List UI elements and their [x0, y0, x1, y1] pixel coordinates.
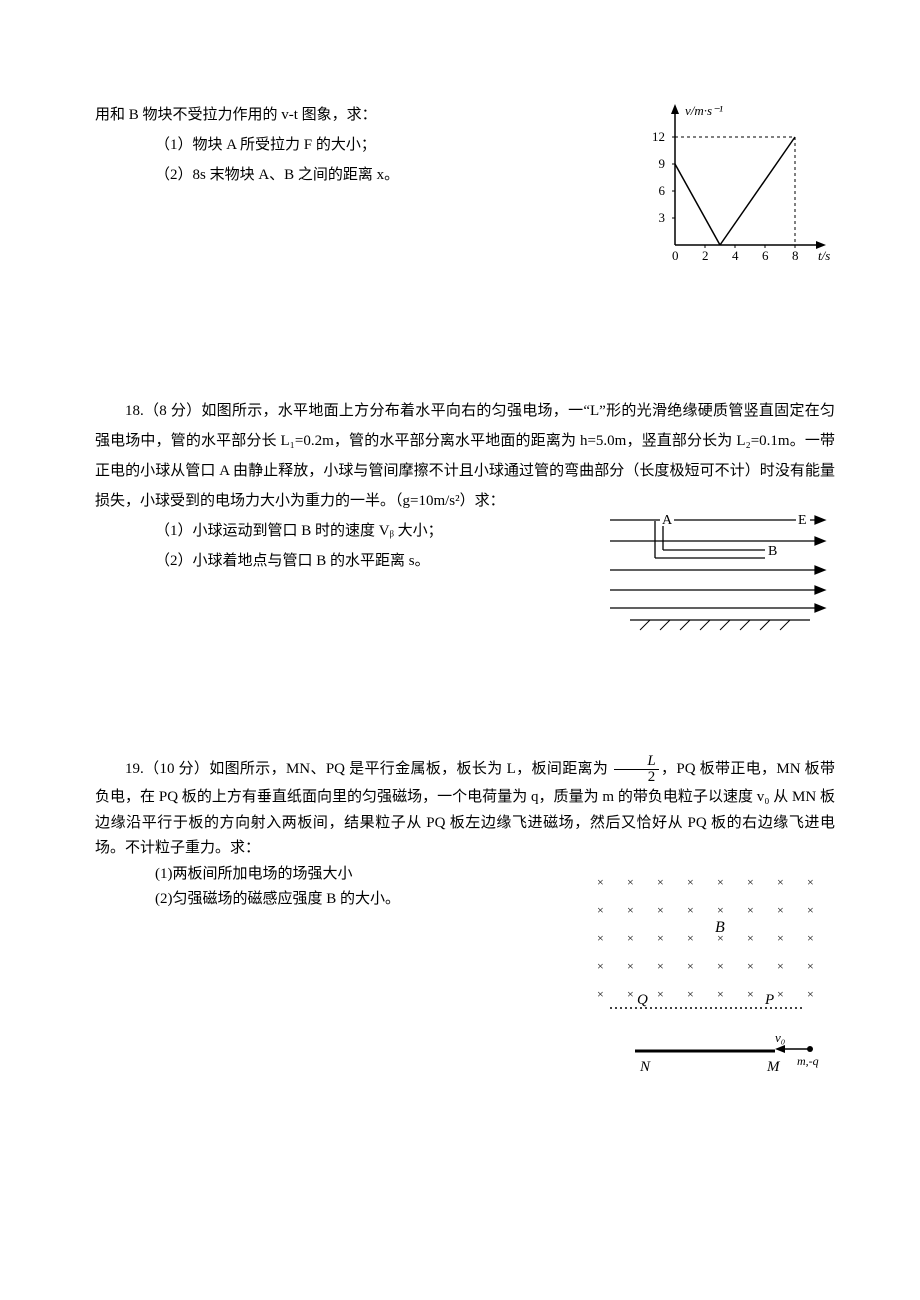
- svg-text:×: ×: [687, 875, 694, 889]
- q18-para: 18.（8 分）如图所示，水平地面上方分布着水平向右的匀强电场，一“L”形的光滑…: [95, 396, 835, 516]
- q19-para: 19.（10 分）如图所示，MN、PQ 是平行金属板，板长为 L，板间距离为 L…: [95, 754, 835, 862]
- svg-text:×: ×: [807, 987, 814, 1001]
- q19-figure: × × × × × × × × × × × × × × × × × × × × × × × × × × × × × × × × × × × ×…: [575, 866, 835, 1097]
- label-mq: m,-q: [797, 1054, 819, 1068]
- svg-text:×: ×: [657, 931, 664, 945]
- svg-text:×: ×: [717, 987, 724, 1001]
- xtick-6: 6: [762, 248, 769, 263]
- q19-para-before: 19.（10 分）如图所示，MN、PQ 是平行金属板，板长为 L，板间距离为: [125, 761, 608, 777]
- q18-figure: A B E: [600, 508, 835, 644]
- svg-text:×: ×: [597, 987, 604, 1001]
- svg-text:×: ×: [807, 903, 814, 917]
- frac-den: 2: [614, 770, 658, 785]
- svg-text:×: ×: [657, 987, 664, 1001]
- label-N: N: [639, 1059, 651, 1075]
- x-axis-label: t/s: [818, 248, 830, 263]
- question-17: 3 6 9 12 0 2 4 6 8 v/m·s⁻¹ t/s 用和: [95, 100, 835, 286]
- svg-text:×: ×: [747, 875, 754, 889]
- label-B: B: [715, 919, 725, 936]
- svg-text:×: ×: [657, 959, 664, 973]
- ytick-12: 12: [652, 129, 665, 144]
- frac-num: L: [614, 754, 658, 770]
- fraction-L-over-2: L 2: [614, 754, 658, 785]
- svg-text:×: ×: [717, 903, 724, 917]
- svg-text:×: ×: [597, 931, 604, 945]
- svg-text:×: ×: [747, 987, 754, 1001]
- svg-text:×: ×: [627, 987, 634, 1001]
- svg-text:×: ×: [627, 959, 634, 973]
- label-B: B: [768, 544, 777, 559]
- svg-text:×: ×: [777, 903, 784, 917]
- xtick-8: 8: [792, 248, 799, 263]
- field-x-marks: × × × × × × × × × × × × × × × × × × × × × × × × × × × × × × × × × × × ×…: [597, 875, 814, 1001]
- svg-text:×: ×: [657, 903, 664, 917]
- xtick-0: 0: [672, 248, 679, 263]
- svg-text:×: ×: [687, 959, 694, 973]
- label-P: P: [764, 992, 774, 1008]
- svg-text:×: ×: [777, 875, 784, 889]
- svg-text:×: ×: [777, 987, 784, 1001]
- svg-text:×: ×: [627, 903, 634, 917]
- svg-text:×: ×: [597, 875, 604, 889]
- svg-text:×: ×: [807, 875, 814, 889]
- label-E: E: [798, 513, 807, 528]
- label-A: A: [662, 513, 673, 528]
- svg-text:×: ×: [657, 875, 664, 889]
- svg-text:×: ×: [687, 903, 694, 917]
- svg-text:×: ×: [807, 931, 814, 945]
- ytick-6: 6: [659, 183, 666, 198]
- y-axis-label: v/m·s⁻¹: [685, 103, 723, 118]
- svg-text:×: ×: [747, 931, 754, 945]
- question-18: 18.（8 分）如图所示，水平地面上方分布着水平向右的匀强电场，一“L”形的光滑…: [95, 396, 835, 644]
- svg-text:×: ×: [597, 903, 604, 917]
- svg-text:×: ×: [777, 931, 784, 945]
- svg-text:×: ×: [747, 903, 754, 917]
- svg-text:×: ×: [777, 959, 784, 973]
- svg-text:×: ×: [627, 931, 634, 945]
- svg-text:×: ×: [687, 931, 694, 945]
- svg-text:×: ×: [597, 959, 604, 973]
- label-Q: Q: [637, 992, 648, 1008]
- svg-text:×: ×: [747, 959, 754, 973]
- question-19: 19.（10 分）如图所示，MN、PQ 是平行金属板，板长为 L，板间距离为 L…: [95, 754, 835, 1097]
- ytick-3: 3: [659, 210, 666, 225]
- svg-text:×: ×: [717, 875, 724, 889]
- q17-graph: 3 6 9 12 0 2 4 6 8 v/m·s⁻¹ t/s: [635, 100, 835, 286]
- xtick-2: 2: [702, 248, 709, 263]
- svg-text:×: ×: [627, 875, 634, 889]
- svg-text:×: ×: [717, 959, 724, 973]
- label-M: M: [766, 1059, 781, 1075]
- xtick-4: 4: [732, 248, 739, 263]
- ytick-9: 9: [659, 156, 666, 171]
- svg-text:×: ×: [687, 987, 694, 1001]
- label-v0: v₀: [775, 1030, 785, 1045]
- svg-text:×: ×: [807, 959, 814, 973]
